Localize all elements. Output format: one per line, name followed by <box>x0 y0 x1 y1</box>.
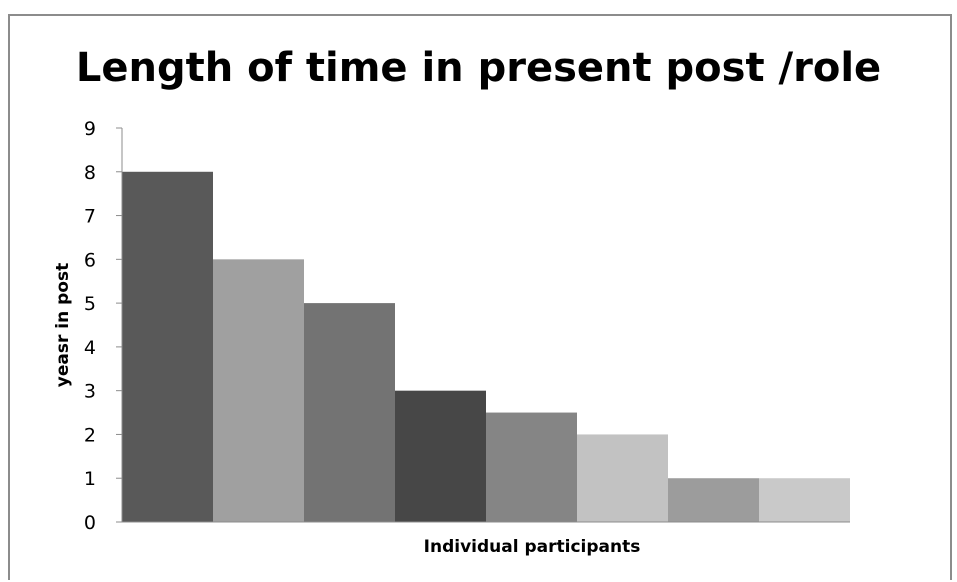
y-tick-label: 5 <box>84 293 96 315</box>
y-tick-label: 7 <box>84 206 96 228</box>
y-tick-label: 1 <box>84 468 96 490</box>
bar-participant-6 <box>577 434 668 522</box>
y-tick-label: 8 <box>84 162 96 184</box>
y-tick-label: 9 <box>84 118 96 140</box>
bar-participant-7 <box>668 478 759 522</box>
bar-participant-2 <box>213 259 304 522</box>
bar-participant-3 <box>304 303 395 522</box>
x-axis-label: Individual participants <box>424 537 641 557</box>
bar-participant-5 <box>486 412 577 522</box>
bar-participant-8 <box>759 478 850 522</box>
bar-participant-4 <box>395 390 486 522</box>
y-tick-label: 6 <box>84 249 96 271</box>
y-axis-label: yeasr in post <box>53 263 73 387</box>
y-tick-label: 3 <box>84 381 96 403</box>
chart-title: Length of time in present post /role <box>75 45 882 91</box>
bar-participant-1 <box>122 171 213 522</box>
bars <box>122 171 850 522</box>
y-tick-label: 2 <box>84 424 96 446</box>
y-tick-label: 0 <box>84 512 96 534</box>
y-axis-ticks: 0 1 2 3 4 5 6 7 8 9 <box>84 118 122 534</box>
y-tick-label: 4 <box>84 337 96 359</box>
